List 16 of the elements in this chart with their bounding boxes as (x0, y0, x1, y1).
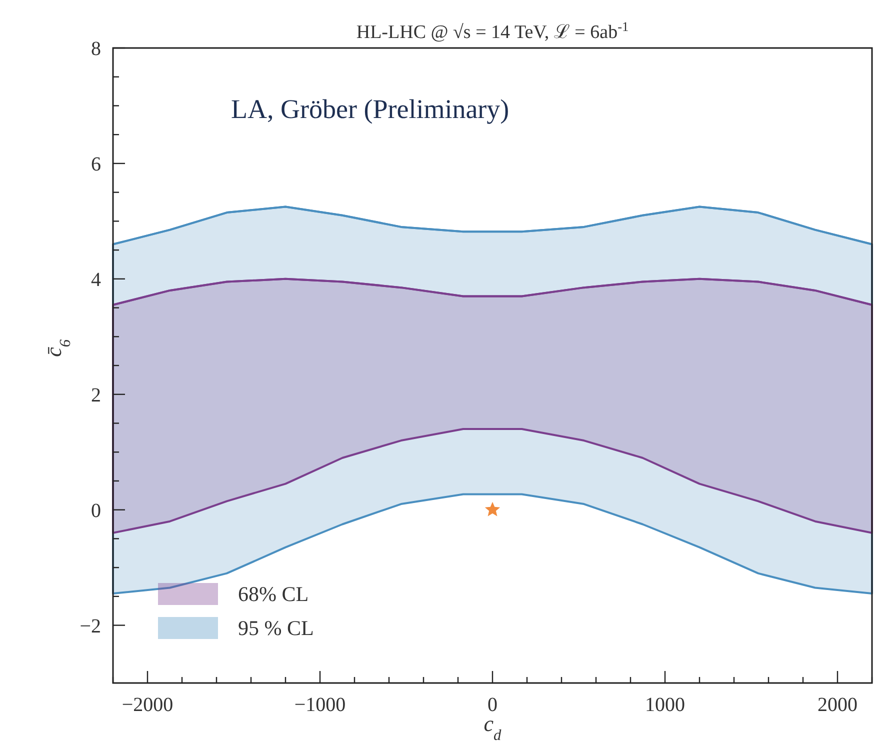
x-tick-label: 2000 (818, 694, 858, 716)
y-tick-label: 4 (91, 268, 101, 291)
line-series (112, 206, 873, 246)
y-tick-label: 8 (91, 38, 101, 60)
y-tick-label: 6 (91, 153, 101, 176)
x-tick-label: −2000 (122, 694, 174, 716)
legend-label: 95 % CL (238, 616, 314, 640)
y-tick-label: −2 (80, 615, 101, 638)
x-tick-label: 1000 (645, 694, 685, 716)
y-tick-label: 0 (91, 500, 101, 522)
line-series (112, 278, 873, 306)
x-tick-label: −1000 (294, 694, 346, 716)
annotation: LA, Gröber (Preliminary) (231, 94, 510, 124)
y-tick-label: 2 (91, 384, 101, 406)
chart-title: HL-LHC @ √s = 14 TeV, ℒ = 6ab$^{-1}$ (356, 18, 629, 43)
legend-label: 68% CL (238, 582, 309, 606)
